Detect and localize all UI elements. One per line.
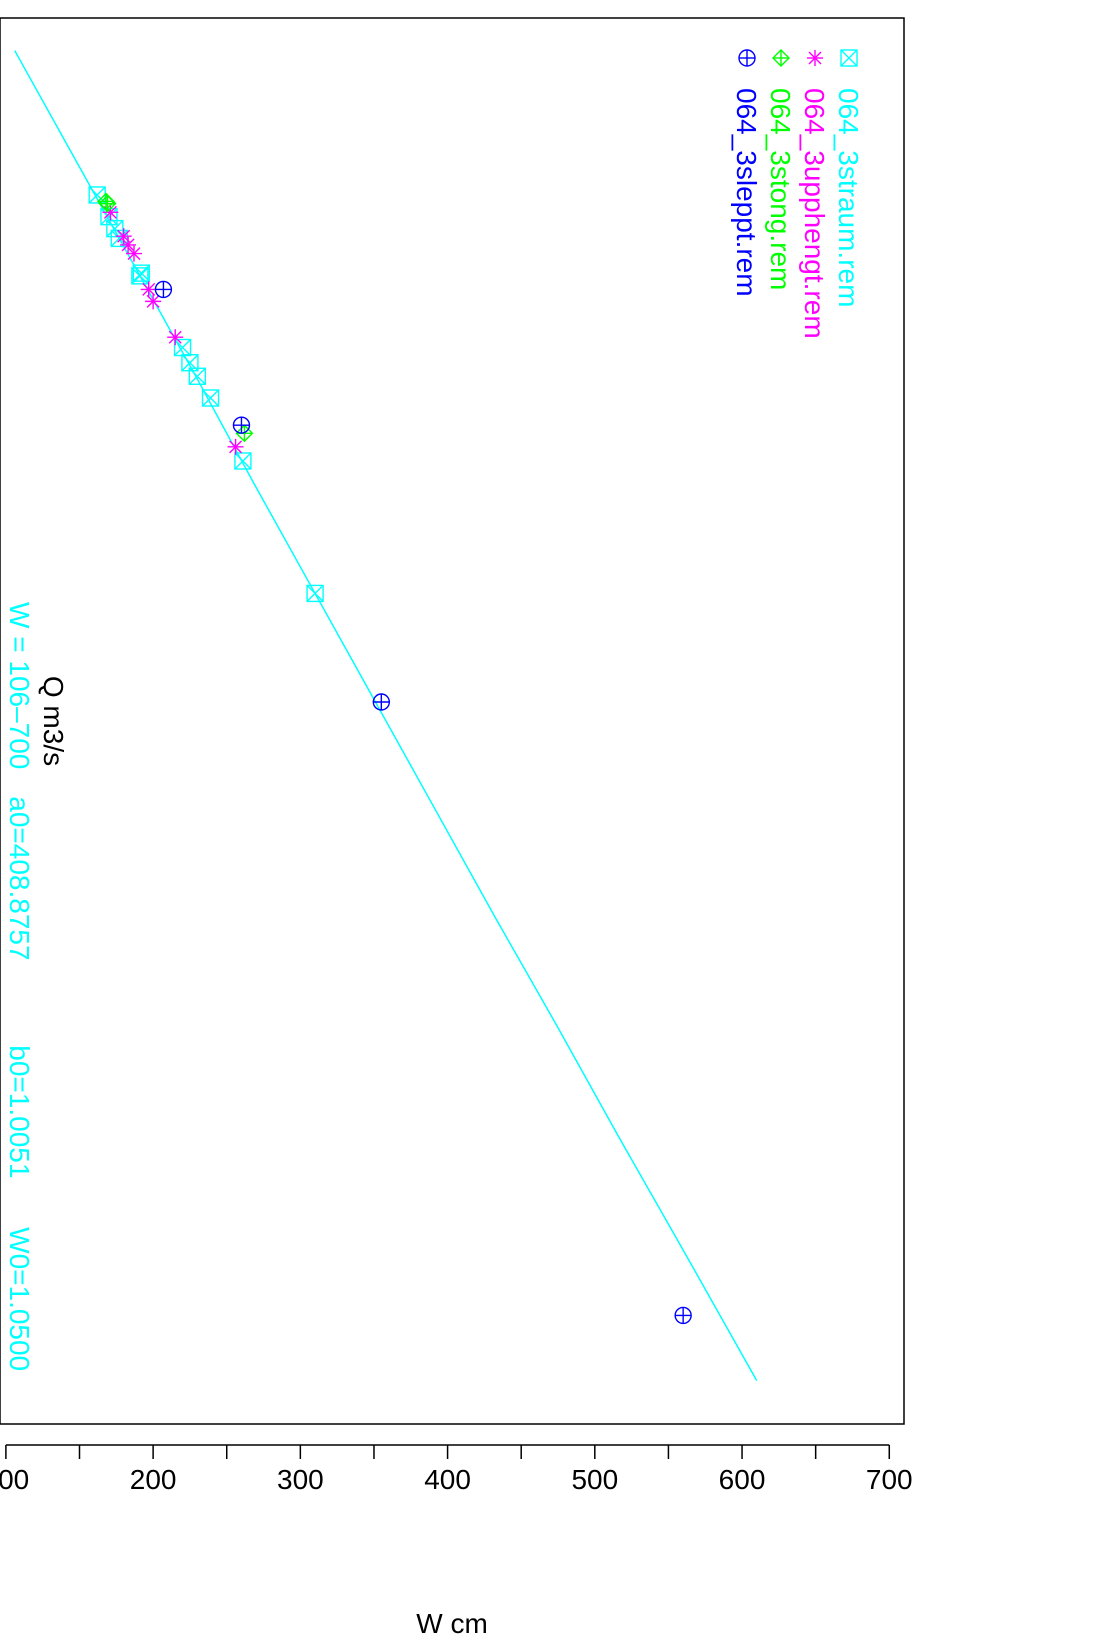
legend: 064_3straum.rem064_3upphengt.rem064_3sto… (731, 49, 864, 339)
marker-diag (110, 229, 128, 247)
legend-marker (840, 49, 858, 67)
y-axis: 100 200 300 400 500 600 700 (0, 1444, 913, 1495)
marker-diag (202, 389, 220, 407)
marker-stroke (168, 330, 182, 344)
y-tick-label: 700 (866, 1464, 913, 1495)
marker-diag (188, 367, 206, 385)
marker-diag (132, 264, 150, 282)
y-tick-label: 200 (130, 1464, 177, 1495)
fit-annotation: a0=408.8757 (4, 796, 35, 960)
data-points (88, 186, 692, 1325)
data-point (232, 416, 251, 434)
fit-annotation: W = 106–700 (4, 602, 35, 769)
data-point (125, 245, 142, 262)
marker-square (131, 267, 149, 285)
fit-line (14, 50, 758, 1381)
fit-annotations: W = 106–700 a0=408.8757 b0=1.0051 W0=1.0500 (4, 602, 35, 1371)
data-point (132, 264, 151, 282)
data-point (115, 228, 132, 245)
data-point (201, 389, 220, 407)
marker-diag (234, 452, 252, 470)
marker-square (188, 367, 206, 385)
data-point (120, 236, 137, 253)
y-tick-label: 300 (277, 1464, 324, 1495)
marker-stroke (808, 51, 822, 65)
legend-label: 064_3straum.rem (833, 88, 864, 307)
marker-stroke (146, 294, 160, 308)
data-point (140, 281, 157, 298)
y-tick-label: 500 (571, 1464, 618, 1495)
marker-stroke (121, 238, 135, 252)
legend-marker (772, 49, 790, 67)
data-point (145, 293, 162, 310)
fit-annotation: b0=1.0051 (4, 1045, 35, 1178)
data-point (154, 280, 173, 299)
data-point (167, 329, 184, 346)
data-point (110, 229, 128, 248)
legend-marker (738, 49, 756, 67)
marker-square (201, 389, 220, 407)
fit-annotation: W0=1.0500 (4, 1227, 35, 1371)
legend-marker (807, 50, 823, 66)
data-point (106, 219, 124, 238)
marker-diag (840, 49, 858, 67)
marker-square (306, 584, 324, 603)
marker-diag (106, 220, 124, 238)
marker-square (132, 264, 151, 282)
marker-square (106, 219, 124, 238)
series-064-3upphengt-rem (102, 204, 244, 455)
y-tick-label: 400 (424, 1464, 471, 1495)
marker-diag (174, 339, 192, 357)
data-point (188, 367, 206, 385)
legend-label: 064_3upphengt.rem (799, 88, 830, 339)
marker-square (110, 229, 128, 248)
data-point (100, 207, 118, 226)
y-tick-label: 100 (0, 1464, 29, 1495)
plot-frame (0, 17, 905, 1425)
marker-diag (100, 208, 118, 226)
data-point (102, 204, 119, 221)
data-point (306, 584, 324, 603)
marker-stroke (229, 440, 243, 454)
y-tick-label: 600 (719, 1464, 766, 1495)
data-point (372, 693, 391, 711)
marker-square (100, 207, 118, 226)
marker-stroke (127, 247, 141, 261)
marker-square (234, 452, 252, 470)
data-point (227, 438, 244, 455)
marker-square (840, 49, 858, 67)
data-point (674, 1306, 692, 1325)
rotated-plot-group: 0200400600800100012001400160018002000220… (0, 17, 913, 1639)
legend-label: 064_3stong.rem (765, 88, 796, 290)
marker-diag (306, 584, 324, 602)
data-point (98, 194, 117, 213)
x-axis-title: Q m3/s (38, 676, 69, 766)
series-064-3sleppt-rem (154, 280, 692, 1325)
series-064-3straum-rem (88, 186, 324, 603)
legend-label: 064_3sleppt.rem (731, 88, 762, 297)
data-point (234, 452, 252, 470)
y-axis-title: W cm (416, 1608, 488, 1639)
